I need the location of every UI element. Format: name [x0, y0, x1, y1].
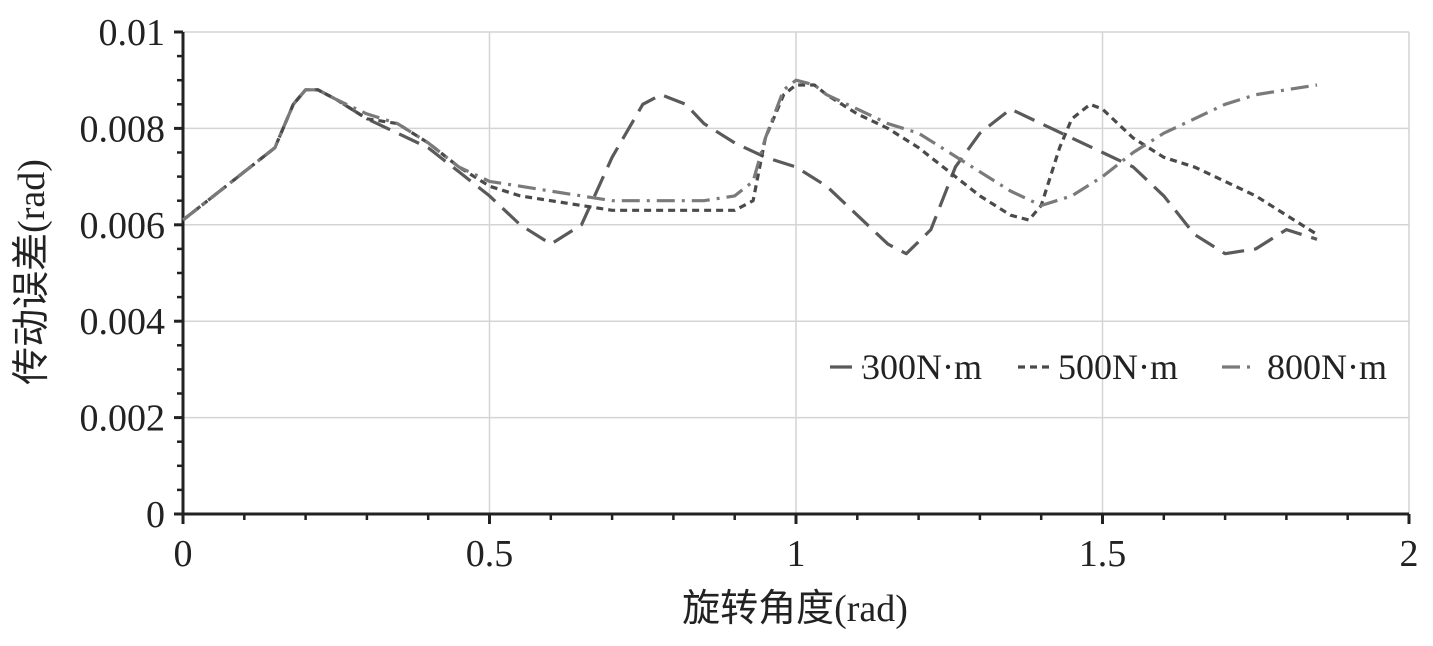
x-tick-label: 0 [174, 533, 193, 575]
series-layer [182, 78, 1318, 256]
x-tick-label: 1 [787, 533, 806, 575]
y-tick-label: 0.004 [80, 301, 166, 343]
y-tick-label: 0.01 [99, 12, 166, 54]
x-tick-label: 0.5 [466, 533, 514, 575]
x-axis-title: 旋转角度(rad) [682, 588, 908, 630]
series-line [182, 83, 1318, 236]
x-tick-label: 2 [1400, 533, 1419, 575]
y-tick-label: 0.008 [80, 108, 166, 150]
y-tick-label: 0.006 [80, 205, 166, 247]
axes [174, 30, 1411, 524]
x-tick-label: 1.5 [1079, 533, 1127, 575]
legend-label: 800N·m [1267, 347, 1387, 387]
legend-label: 500N·m [1058, 347, 1178, 387]
y-tick-label: 0.002 [80, 398, 166, 440]
y-axis-title: 传动误差(rad) [11, 159, 53, 385]
series-line [182, 78, 1318, 222]
legend: 300N·m 500N·m 800N·m [830, 347, 1387, 387]
y-tick-label: 0 [146, 494, 165, 536]
legend-label: 300N·m [862, 347, 982, 387]
tick-labels: 0 0.5 1 1.5 2 0 0.002 0.004 0.006 0.008 0.01 [80, 12, 1419, 575]
